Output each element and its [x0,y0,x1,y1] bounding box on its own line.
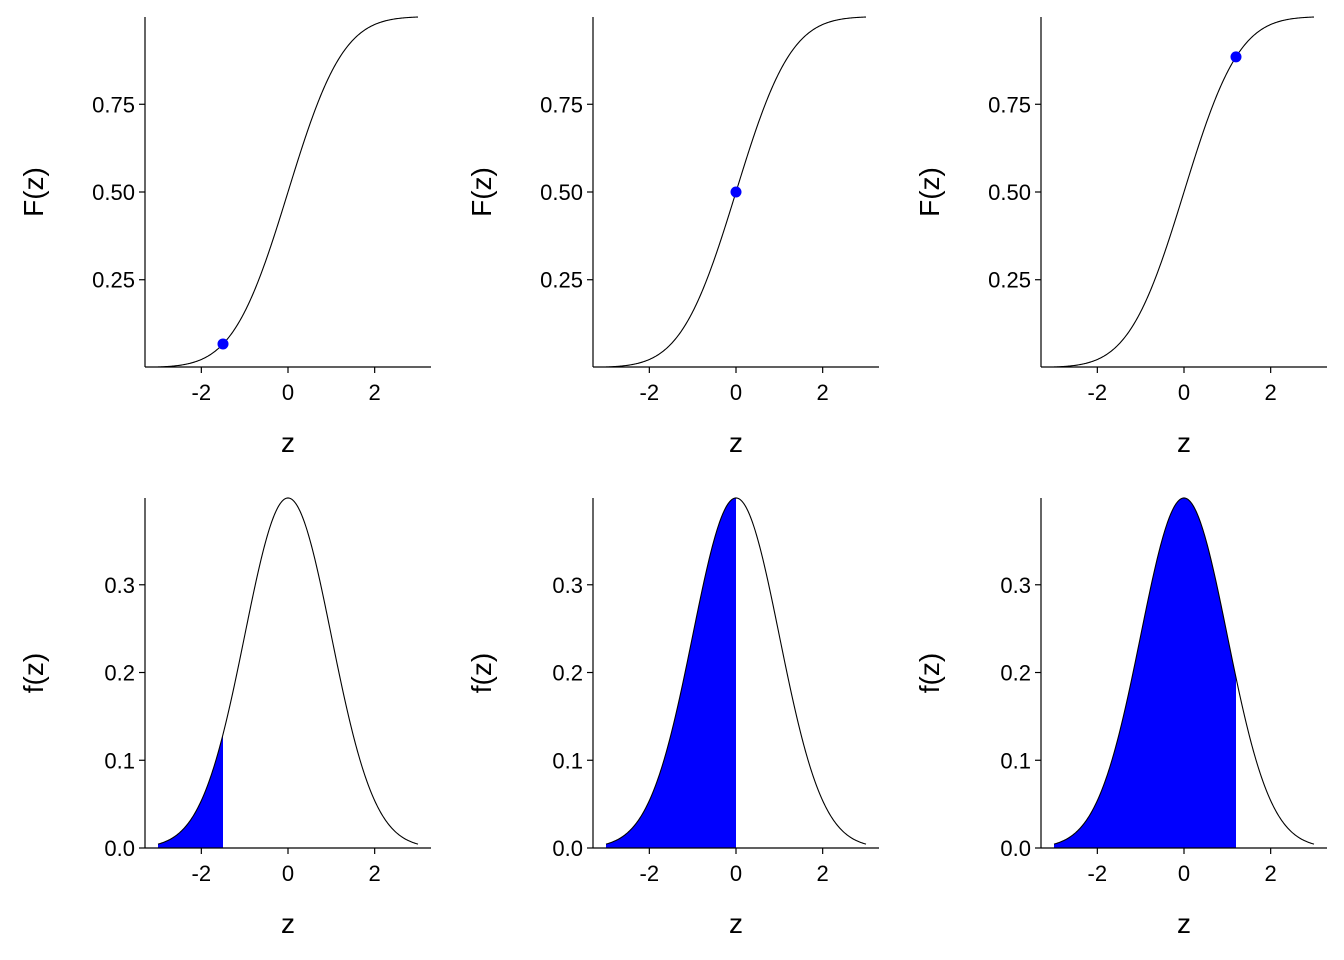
y-tick-label: 0.50 [92,180,135,205]
y-tick-label: 0.3 [1000,573,1031,598]
x-axis-title: z [1177,908,1191,939]
pdf-curve [1053,497,1315,845]
y-tick-label: 0.50 [988,180,1031,205]
x-tick-label: 0 [1178,380,1190,405]
x-axis-title: z [729,427,743,458]
x-tick-label: 0 [730,380,742,405]
y-tick-label: 0.1 [1000,748,1031,773]
y-tick-label: 0.2 [1000,661,1031,686]
x-axis-title: z [1177,427,1191,458]
cdf-curve [157,16,419,368]
x-tick-label: 0 [282,861,294,886]
shaded-area [606,497,736,848]
highlight-point [730,186,742,198]
y-tick-label: 0.2 [552,661,583,686]
shaded-area [1054,497,1236,848]
x-tick-label: 0 [730,861,742,886]
x-tick-label: -2 [640,380,660,405]
panel-cdf-3: -2 0 2 0.25 0.50 0.75 z F(z) [914,16,1327,458]
x-tick-label: -2 [192,380,212,405]
panel-cdf-1: -2 0 2 0.25 0.50 0.75 z F(z) [18,16,431,458]
shaded-area [158,734,223,848]
y-tick-label: 0.25 [92,268,135,293]
y-tick-label: 0.3 [552,573,583,598]
panel-pdf-1: -2 0 2 0.0 0.1 0.2 0.3 z f(z) [18,497,431,939]
y-tick-label: 0.3 [104,573,135,598]
highlight-point [217,338,229,350]
x-tick-label: 2 [1265,380,1277,405]
y-tick-label: 0.1 [552,748,583,773]
y-tick-label: 0.25 [988,268,1031,293]
y-tick-label: 0.2 [104,661,135,686]
y-axis-title: f(z) [914,653,945,693]
y-tick-label: 0.0 [552,836,583,861]
y-tick-label: 0.75 [92,92,135,117]
panel-pdf-2: -2 0 2 0.0 0.1 0.2 0.3 z f(z) [466,497,879,939]
pdf-curve [157,497,419,845]
x-tick-label: -2 [192,861,212,886]
x-tick-label: 2 [817,380,829,405]
y-tick-label: 0.50 [540,180,583,205]
x-tick-label: -2 [1088,380,1108,405]
y-axis-title: F(z) [18,167,49,217]
y-tick-label: 0.0 [1000,836,1031,861]
x-tick-label: -2 [640,861,660,886]
x-axis-title: z [281,908,295,939]
y-axis-title: f(z) [18,653,49,693]
x-axis-title: z [281,427,295,458]
panel-pdf-3: -2 0 2 0.0 0.1 0.2 0.3 z f(z) [914,497,1327,939]
y-axis-title: f(z) [466,653,497,693]
y-axis-title: F(z) [466,167,497,217]
x-tick-label: 2 [369,861,381,886]
x-tick-label: -2 [1088,861,1108,886]
x-tick-label: 2 [369,380,381,405]
x-tick-label: 2 [1265,861,1277,886]
y-tick-label: 0.1 [104,748,135,773]
panel-cdf-2: -2 0 2 0.25 0.50 0.75 z F(z) [466,16,879,458]
cdf-curve [1053,16,1315,368]
y-tick-label: 0.75 [540,92,583,117]
x-tick-label: 0 [282,380,294,405]
pdf-curve [605,497,867,845]
x-tick-label: 0 [1178,861,1190,886]
y-tick-label: 0.25 [540,268,583,293]
highlight-point [1230,51,1242,63]
y-tick-label: 0.0 [104,836,135,861]
x-axis-title: z [729,908,743,939]
y-tick-label: 0.75 [988,92,1031,117]
y-axis-title: F(z) [914,167,945,217]
x-tick-label: 2 [817,861,829,886]
